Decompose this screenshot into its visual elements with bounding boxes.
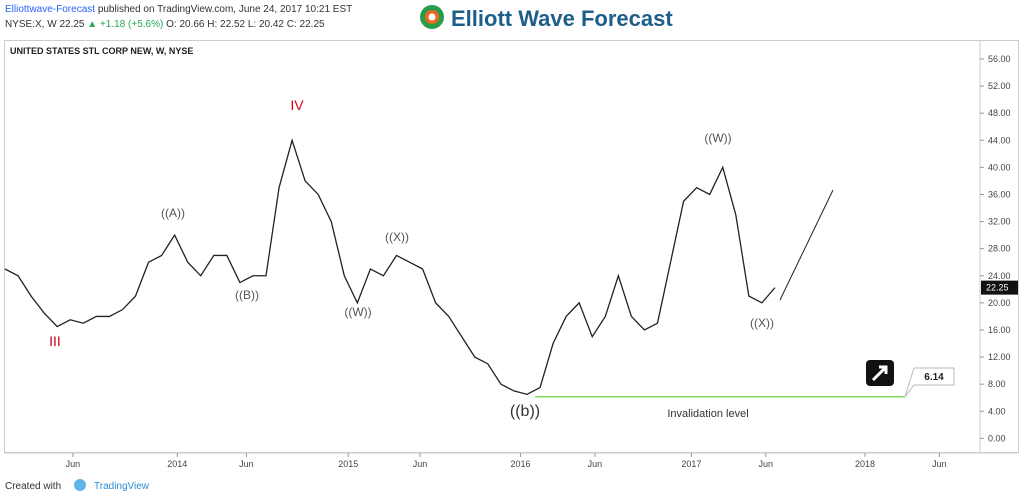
y-tick-label: 24.00 [988,271,1011,281]
y-tick-label: 8.00 [988,379,1006,389]
y-tick-label: 20.00 [988,298,1011,308]
publisher[interactable]: Elliottwave-Forecast [5,4,95,15]
wave-label: III [49,333,61,349]
header: Elliottwave-Forecast published on Tradin… [5,4,352,15]
logo: Elliott Wave Forecast [451,6,673,31]
price: 22.25 [59,19,84,30]
invalidation-text: Invalidation level [667,408,748,420]
x-tick-label: 2016 [510,459,530,469]
projection-line [779,189,834,301]
last-price-box [981,280,1018,295]
wave-label: ((A)) [161,206,185,220]
footer-created: Created with [5,481,61,492]
invalidation-value: 6.14 [924,372,944,383]
y-tick-label: 12.00 [988,352,1011,362]
wave-label: ((W)) [704,131,731,145]
chart-title: UNITED STATES STL CORP NEW, W, NYSE [10,46,193,56]
price-line [4,137,776,396]
y-tick-label: 44.00 [988,135,1011,145]
quote: NYSE:X, W 22.25 ▲ +1.18 (+5.6%) O: 20.66… [5,19,325,30]
x-tick-label: Jun [239,459,254,469]
last-price: 22.25 [986,283,1009,293]
wave-label: ((X)) [385,230,409,244]
symbol: NYSE:X, W [5,19,57,30]
y-tick-label: 32.00 [988,217,1011,227]
y-tick-label: 56.00 [988,54,1011,64]
x-tick-label: Jun [932,459,947,469]
x-tick-label: Jun [588,459,603,469]
wave-label: ((b)) [510,403,540,420]
wave-label: IV [290,97,304,113]
y-tick-label: 48.00 [988,108,1011,118]
y-tick-label: 28.00 [988,244,1011,254]
wave-label: ((X)) [750,316,774,330]
y-tick-label: 36.00 [988,189,1011,199]
change: ▲ +1.18 (+5.6%) [87,19,163,30]
x-tick-label: 2017 [681,459,701,469]
x-tick-label: 2018 [855,459,875,469]
y-tick-label: 52.00 [988,81,1011,91]
x-tick-label: Jun [759,459,774,469]
published: published on TradingView.com, June 24, 2… [98,4,352,15]
wave-label: ((W)) [344,305,371,319]
x-tick-label: 2014 [167,459,187,469]
x-tick-label: 2015 [338,459,358,469]
x-tick-label: Jun [66,459,81,469]
footer-brand[interactable]: TradingView [94,481,150,492]
ohlc: O: 20.66 H: 22.52 L: 20.42 C: 22.25 [166,19,325,30]
invalidation-callout [904,367,955,398]
y-tick-label: 4.00 [988,406,1006,416]
y-tick-label: 40.00 [988,162,1011,172]
y-tick-label: 16.00 [988,325,1011,335]
wave-label: ((B)) [235,288,259,302]
x-tick-label: Jun [413,459,428,469]
y-tick-label: 0.00 [988,433,1006,443]
